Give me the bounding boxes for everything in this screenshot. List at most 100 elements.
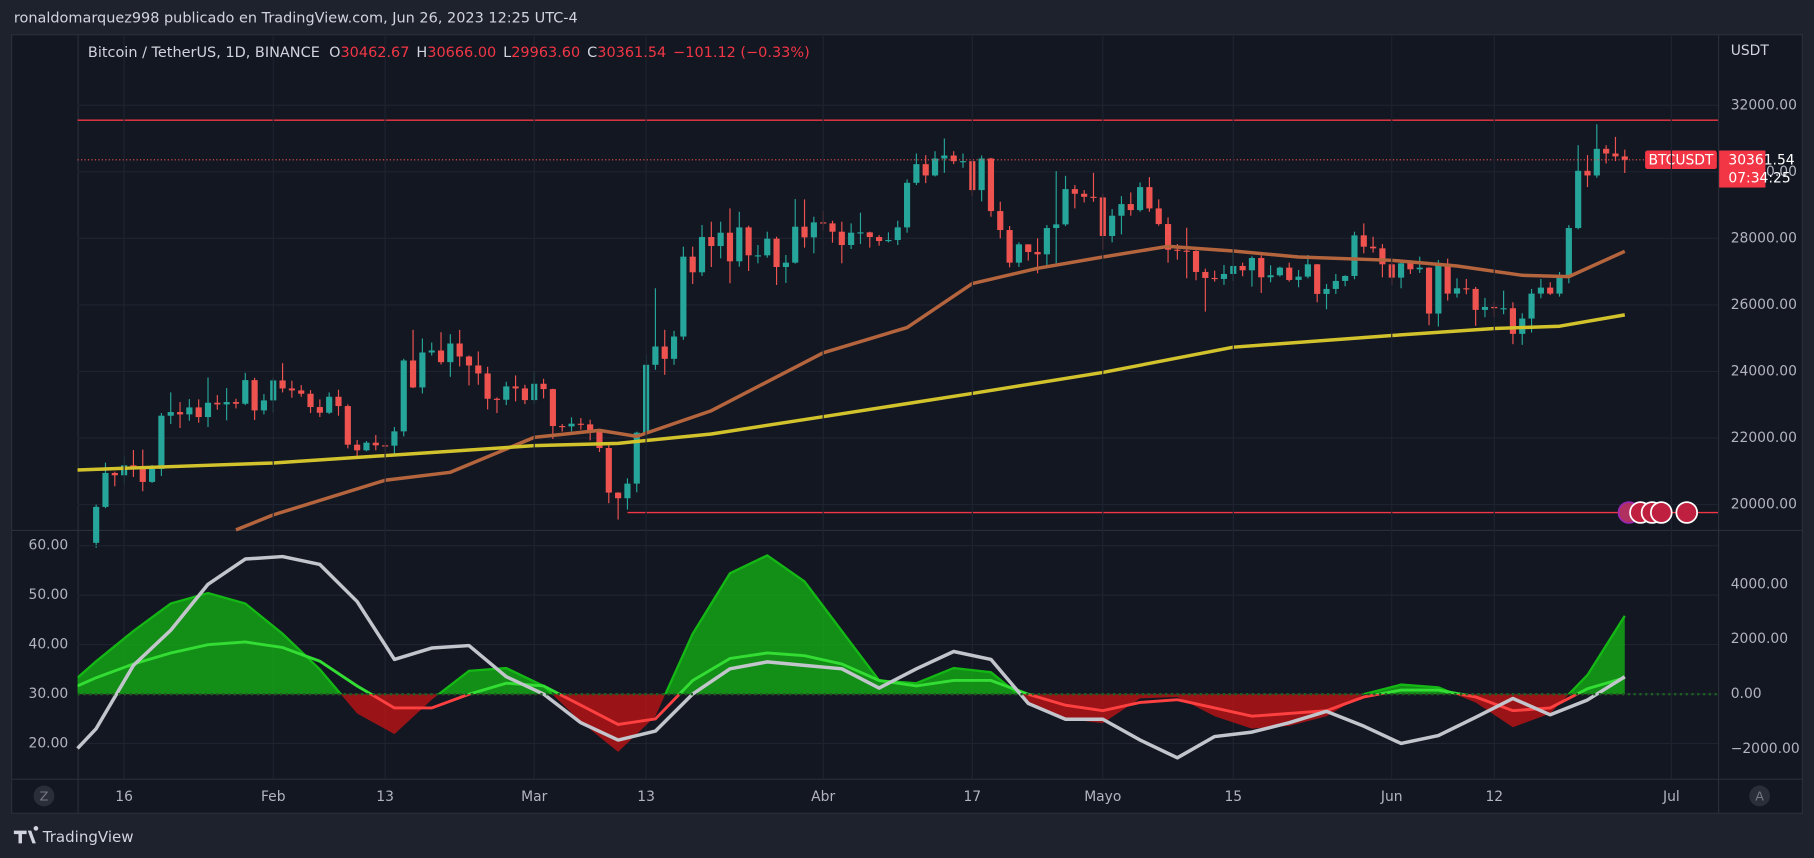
candle-body <box>1062 189 1069 225</box>
auto-button-label[interactable]: A <box>1755 789 1764 804</box>
candle-body <box>1342 275 1349 281</box>
candle-body <box>316 407 323 413</box>
candle-body <box>1621 156 1628 160</box>
event-icons <box>1617 501 1699 524</box>
candle-body <box>521 388 528 401</box>
x-tick-label: 13 <box>637 789 655 805</box>
candle-body <box>1109 215 1116 237</box>
candle-body <box>1127 204 1134 211</box>
candle-body <box>1081 193 1088 197</box>
candle-body <box>503 386 510 400</box>
candle-body <box>1248 257 1256 271</box>
candle-body <box>1053 224 1060 229</box>
y2-tick-label: 0.00 <box>1731 686 1762 702</box>
candle-body <box>1472 288 1479 310</box>
price-tag-label: 30361.54 <box>1728 152 1794 168</box>
legend-key: H <box>416 45 427 61</box>
candle-body <box>782 262 789 267</box>
candle-body <box>391 431 398 446</box>
x-tick-label: Jun <box>1380 789 1403 805</box>
x-tick-label: Abr <box>811 789 835 805</box>
candle-body <box>689 256 696 273</box>
scale-button-label[interactable]: Z <box>40 789 49 804</box>
candle-body <box>801 226 808 238</box>
candle-body <box>372 442 379 446</box>
candle-body <box>1612 153 1619 157</box>
candle-body <box>876 237 883 242</box>
candle-body <box>894 227 901 241</box>
symbol-tag <box>1645 150 1717 170</box>
candle-body <box>1314 264 1321 294</box>
x-tick-label: 17 <box>963 789 981 805</box>
price-tag <box>1719 150 1766 188</box>
countdown: 07:34:25 <box>1728 170 1790 186</box>
candle-body <box>242 380 249 404</box>
candle-body <box>661 346 668 359</box>
candle-body <box>1146 187 1153 209</box>
candle-body <box>1220 273 1228 279</box>
candle-body <box>1174 249 1181 251</box>
auto-button[interactable] <box>1749 785 1771 807</box>
candle-body <box>93 506 100 543</box>
candle-body <box>1584 170 1591 176</box>
candle-body <box>736 227 743 262</box>
candle-body <box>149 468 156 482</box>
candle-body <box>903 182 911 228</box>
candle-body <box>139 466 146 482</box>
candle-body <box>437 350 445 363</box>
x-tick-label: Mayo <box>1084 789 1121 805</box>
candle-body <box>400 360 407 432</box>
candle-body <box>997 211 1004 231</box>
signal-line <box>77 640 1626 695</box>
candle-body <box>1267 275 1274 278</box>
y-tick-label: 50.00 <box>29 587 69 603</box>
candle-body <box>1192 251 1200 272</box>
candle-body <box>773 238 780 267</box>
x-tick-label: Mar <box>521 789 547 805</box>
candle-body <box>1416 267 1423 270</box>
candle-body <box>615 492 622 499</box>
candle-body <box>251 380 258 411</box>
candle-body <box>186 407 193 415</box>
candle-body <box>652 346 659 365</box>
candle-body <box>1370 246 1377 249</box>
candle-body <box>1453 288 1461 294</box>
candle-body <box>1155 208 1162 225</box>
candle-body <box>1239 265 1246 271</box>
candle-body <box>1211 277 1218 280</box>
candle-body <box>335 396 342 407</box>
candle-body <box>512 386 519 389</box>
candle-body <box>559 426 566 428</box>
candle-body <box>1183 250 1190 252</box>
candle-body <box>885 240 892 242</box>
candle-body <box>1556 276 1563 294</box>
legend-key: O <box>329 45 340 61</box>
x-tick-label: 16 <box>115 789 133 805</box>
legend-change: −101.12 (−0.33%) <box>673 45 810 61</box>
candle-body <box>260 400 268 411</box>
candle-body <box>624 483 631 499</box>
candle-body <box>1379 248 1386 265</box>
candle-body <box>1043 228 1050 255</box>
y-tick-label: 24000.00 <box>1731 363 1797 379</box>
y-tick-label: 26000.00 <box>1731 297 1797 313</box>
candle-body <box>838 231 845 246</box>
brand: TradingView <box>42 828 134 846</box>
candle-body <box>1202 271 1209 278</box>
candle-body <box>484 373 491 399</box>
x-tick-label: 12 <box>1485 789 1503 805</box>
candle-body <box>176 412 184 415</box>
candle-body <box>465 356 473 366</box>
candle-body <box>577 423 584 425</box>
candle-body <box>363 442 370 451</box>
candle-body <box>1425 267 1433 314</box>
scale-button[interactable] <box>33 785 55 807</box>
brand-logo <box>13 826 39 844</box>
candle-body <box>1397 263 1405 278</box>
candle-body <box>754 255 762 257</box>
x-tick-label: Feb <box>261 789 286 805</box>
candle-body <box>978 158 985 191</box>
candle-body <box>745 227 752 256</box>
